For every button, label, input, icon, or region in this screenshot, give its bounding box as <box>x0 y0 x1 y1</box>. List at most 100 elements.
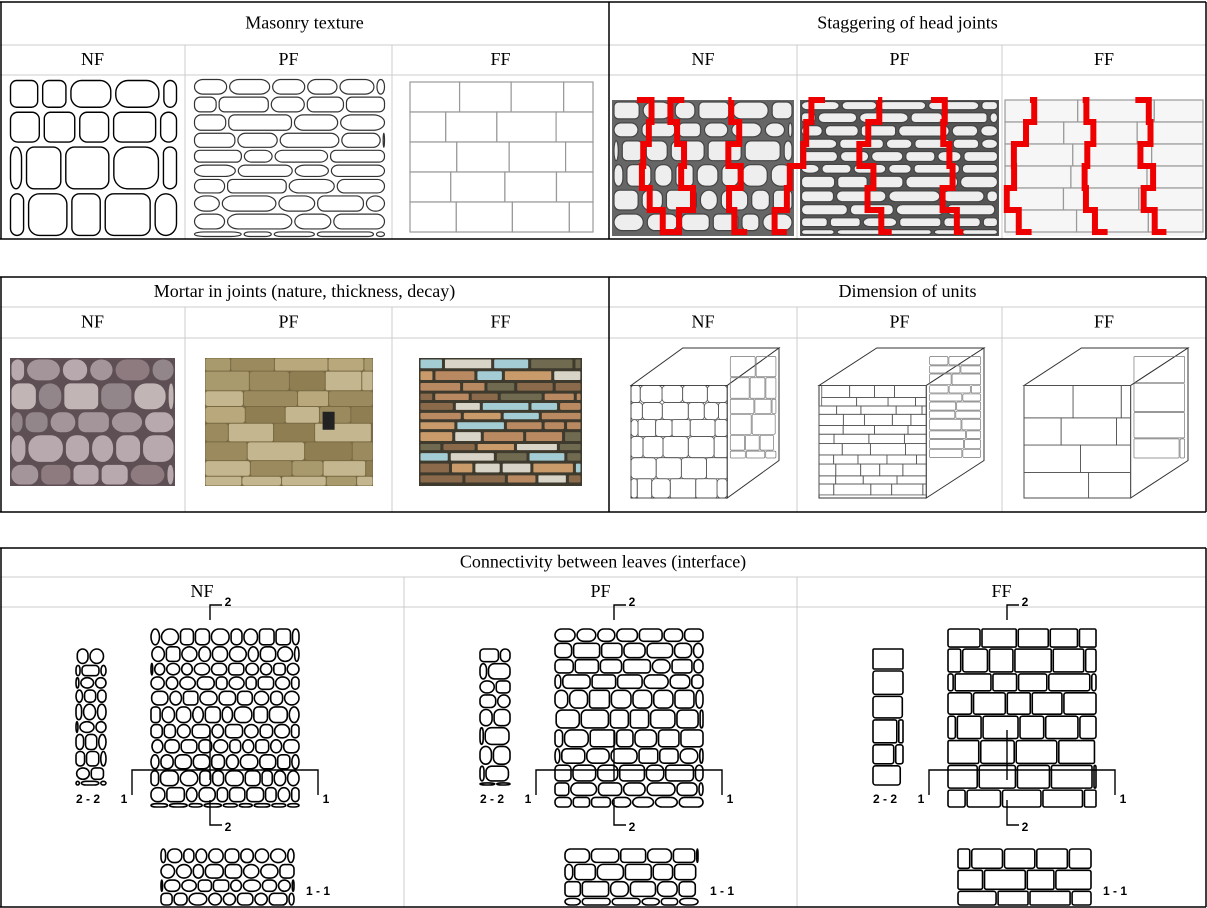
stone <box>180 677 195 689</box>
stone <box>642 898 659 905</box>
stone <box>675 102 695 119</box>
stone <box>639 749 658 763</box>
stone <box>289 893 294 905</box>
stone <box>680 898 698 905</box>
stone <box>260 725 272 738</box>
stone <box>982 102 998 110</box>
stone <box>39 383 61 409</box>
stone <box>1056 870 1091 889</box>
stone <box>204 804 221 807</box>
stone <box>279 880 291 891</box>
stone <box>276 677 290 689</box>
stone <box>569 475 581 482</box>
stone <box>152 647 164 662</box>
stone <box>244 865 259 878</box>
stone <box>648 849 672 862</box>
stone <box>66 147 109 189</box>
stone <box>167 465 173 485</box>
stone <box>556 172 593 202</box>
stone <box>480 783 495 785</box>
stone <box>1015 649 1051 672</box>
stone <box>896 205 944 215</box>
stone <box>421 360 442 369</box>
stone <box>556 383 581 391</box>
stone <box>64 383 98 409</box>
stone <box>101 665 106 675</box>
stone <box>624 783 645 796</box>
stone <box>206 359 231 371</box>
stone <box>212 755 225 769</box>
stone <box>288 804 299 807</box>
stone <box>612 898 640 905</box>
stone <box>180 771 198 786</box>
stone <box>329 359 364 371</box>
stone <box>11 81 38 108</box>
stone <box>244 232 271 237</box>
group-title: Dimension of units <box>839 281 977 301</box>
stone <box>278 788 290 802</box>
stone <box>465 475 504 482</box>
stone <box>1137 122 1203 144</box>
stone <box>697 165 718 187</box>
stone <box>92 435 113 462</box>
stone <box>244 391 297 406</box>
stone <box>228 179 287 193</box>
stone <box>614 165 623 187</box>
stone <box>614 190 638 210</box>
stone <box>76 752 85 766</box>
stone <box>830 218 860 227</box>
stone <box>237 893 252 905</box>
stone <box>205 707 220 723</box>
stone <box>342 133 380 147</box>
stone <box>346 97 384 112</box>
stone <box>565 849 589 862</box>
stone <box>979 765 1015 788</box>
stone <box>742 214 759 231</box>
stone <box>480 681 494 693</box>
stone <box>652 660 670 673</box>
stone <box>618 675 642 688</box>
stone <box>289 179 334 193</box>
stone <box>195 133 235 147</box>
stone <box>216 677 227 689</box>
stone <box>545 422 564 429</box>
stone <box>480 649 498 662</box>
stone <box>873 720 897 743</box>
stone <box>421 394 433 400</box>
stone <box>195 214 225 229</box>
section-label: 2 <box>225 595 232 609</box>
stone <box>329 391 372 406</box>
stone <box>76 722 78 733</box>
stone <box>496 681 510 693</box>
stone <box>590 690 610 708</box>
stone <box>256 740 269 753</box>
stone <box>614 141 618 161</box>
stone <box>614 214 643 231</box>
stone <box>480 664 486 679</box>
stone <box>597 864 623 879</box>
stone <box>212 647 227 662</box>
stone <box>421 422 455 429</box>
stone <box>421 383 461 391</box>
stone <box>324 461 366 476</box>
stone <box>81 781 98 785</box>
stone <box>195 165 236 176</box>
stone <box>341 115 385 130</box>
stone <box>679 882 695 897</box>
stone <box>802 205 848 215</box>
stone <box>571 783 597 796</box>
column-header: FF <box>1094 49 1114 69</box>
section-label: 1 <box>323 792 330 806</box>
stone <box>26 412 48 432</box>
stone <box>225 725 242 738</box>
stone <box>189 893 207 905</box>
stone <box>682 214 710 231</box>
stone <box>219 691 235 705</box>
stone <box>666 765 694 781</box>
stone <box>177 725 190 738</box>
stone <box>51 412 76 432</box>
stone <box>494 710 510 726</box>
stone <box>435 394 469 400</box>
stone <box>116 360 150 381</box>
stone <box>327 477 356 486</box>
